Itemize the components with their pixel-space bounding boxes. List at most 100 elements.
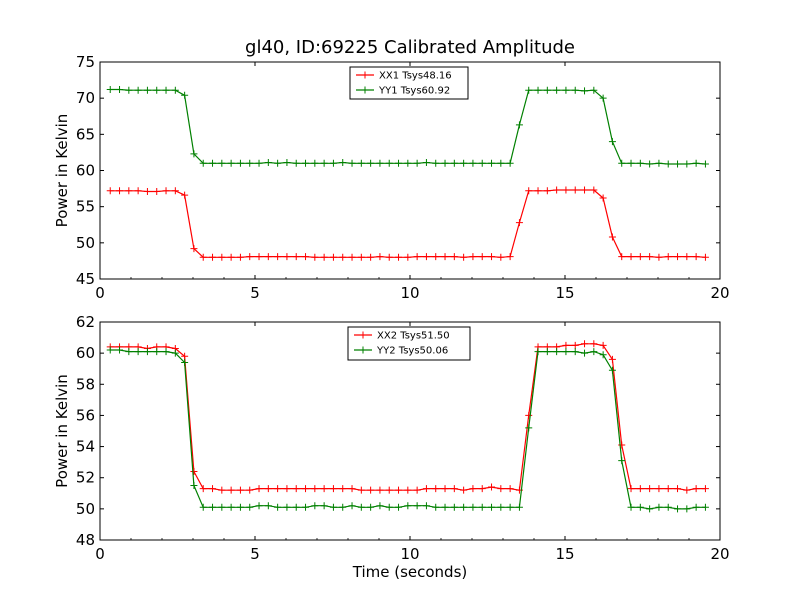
data-point-marker bbox=[469, 159, 477, 167]
data-point-marker bbox=[339, 503, 347, 511]
data-point-marker bbox=[618, 457, 626, 465]
data-point-marker bbox=[460, 253, 468, 261]
data-point-marker bbox=[302, 253, 310, 261]
data-point-marker bbox=[515, 503, 523, 511]
data-point-marker bbox=[190, 467, 198, 475]
data-point-marker bbox=[302, 485, 310, 493]
data-point-marker bbox=[143, 187, 151, 195]
data-point-marker bbox=[116, 346, 124, 354]
data-point-marker bbox=[134, 348, 142, 356]
data-point-marker bbox=[357, 159, 365, 167]
data-point-marker bbox=[664, 160, 672, 168]
data-point-marker bbox=[283, 503, 291, 511]
data-point-marker bbox=[329, 159, 337, 167]
data-point-marker bbox=[162, 187, 170, 195]
data-point-marker bbox=[357, 503, 365, 511]
y-tick-label: 55 bbox=[76, 198, 95, 216]
data-point-marker bbox=[190, 245, 198, 253]
data-point-marker bbox=[357, 486, 365, 494]
x-tick-label: 15 bbox=[555, 284, 574, 302]
data-point-marker bbox=[302, 503, 310, 511]
data-point-marker bbox=[646, 485, 654, 493]
data-point-marker bbox=[227, 486, 235, 494]
data-point-marker bbox=[385, 486, 393, 494]
data-point-marker bbox=[627, 485, 635, 493]
data-point-marker bbox=[460, 503, 468, 511]
data-point-marker bbox=[181, 352, 189, 360]
data-point-marker bbox=[534, 187, 542, 195]
data-point-marker bbox=[608, 366, 616, 374]
data-point-marker bbox=[116, 187, 124, 195]
data-point-marker bbox=[590, 86, 598, 94]
data-point-marker bbox=[292, 159, 300, 167]
data-point-marker bbox=[404, 159, 412, 167]
data-point-marker bbox=[162, 348, 170, 356]
data-point-marker bbox=[497, 253, 505, 261]
data-point-marker bbox=[460, 486, 468, 494]
data-point-marker bbox=[199, 253, 207, 261]
data-point-marker bbox=[422, 253, 430, 261]
y-tick-label: 60 bbox=[76, 344, 95, 362]
data-point-marker bbox=[590, 340, 598, 348]
data-point-marker bbox=[385, 159, 393, 167]
data-point-marker bbox=[181, 358, 189, 366]
data-point-marker bbox=[655, 503, 663, 511]
data-point-marker bbox=[562, 86, 570, 94]
data-point-marker bbox=[329, 253, 337, 261]
data-point-marker bbox=[385, 503, 393, 511]
data-point-marker bbox=[701, 253, 709, 261]
data-point-marker bbox=[339, 253, 347, 261]
data-point-marker bbox=[134, 86, 142, 94]
data-point-marker bbox=[395, 503, 403, 511]
data-point-marker bbox=[478, 253, 486, 261]
data-point-marker bbox=[227, 159, 235, 167]
data-point-marker bbox=[376, 159, 384, 167]
legend-label: YY2 Tsys50.06 bbox=[376, 346, 448, 357]
x-tick-label: 0 bbox=[95, 545, 105, 563]
data-point-marker bbox=[506, 503, 514, 511]
data-point-marker bbox=[422, 485, 430, 493]
data-point-marker bbox=[218, 486, 226, 494]
data-point-marker bbox=[636, 503, 644, 511]
data-point-marker bbox=[497, 503, 505, 511]
data-point-marker bbox=[181, 91, 189, 99]
data-point-marker bbox=[469, 485, 477, 493]
data-point-marker bbox=[627, 253, 635, 261]
data-point-marker bbox=[199, 159, 207, 167]
data-point-marker bbox=[348, 502, 356, 510]
data-point-marker bbox=[469, 253, 477, 261]
data-point-marker bbox=[246, 486, 254, 494]
data-point-marker bbox=[106, 187, 114, 195]
data-point-marker bbox=[395, 253, 403, 261]
data-point-marker bbox=[255, 159, 263, 167]
data-point-marker bbox=[395, 159, 403, 167]
data-point-marker bbox=[562, 348, 570, 356]
data-point-marker bbox=[199, 503, 207, 511]
data-point-marker bbox=[692, 485, 700, 493]
data-point-marker bbox=[674, 485, 682, 493]
data-point-marker bbox=[497, 485, 505, 493]
data-point-marker bbox=[367, 159, 375, 167]
data-point-marker bbox=[590, 186, 598, 194]
data-point-marker bbox=[683, 486, 691, 494]
data-point-marker bbox=[413, 159, 421, 167]
data-point-marker bbox=[441, 485, 449, 493]
data-point-marker bbox=[674, 253, 682, 261]
data-point-marker bbox=[367, 503, 375, 511]
data-point-marker bbox=[432, 485, 440, 493]
data-point-marker bbox=[236, 159, 244, 167]
data-point-marker bbox=[376, 502, 384, 510]
data-point-marker bbox=[599, 94, 607, 102]
data-point-marker bbox=[553, 186, 561, 194]
data-point-marker bbox=[246, 503, 254, 511]
x-tick-label: 0 bbox=[95, 284, 105, 302]
data-point-marker bbox=[581, 87, 589, 95]
data-point-marker bbox=[404, 502, 412, 510]
data-point-marker bbox=[553, 348, 561, 356]
y-tick-label: 54 bbox=[76, 438, 95, 456]
legend: XX1 Tsys48.16 YY1 Tsys60.92 bbox=[349, 66, 469, 100]
data-point-marker bbox=[534, 348, 542, 356]
data-point-marker bbox=[218, 253, 226, 261]
legend-marker bbox=[361, 71, 369, 79]
x-tick-label: 10 bbox=[400, 284, 419, 302]
